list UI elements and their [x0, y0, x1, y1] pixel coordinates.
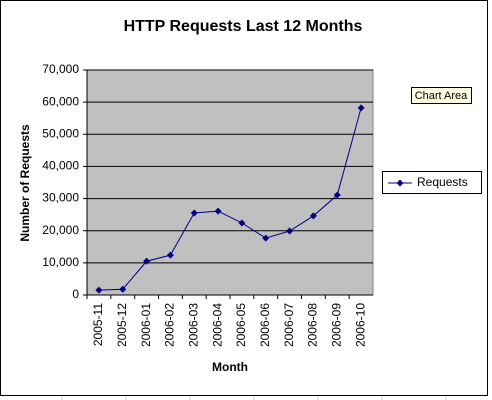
y-tick-label: 30,000: [42, 191, 79, 205]
y-tick-label: 40,000: [42, 159, 79, 173]
x-tick-label: 2006-01: [139, 303, 153, 347]
y-tick-label: 50,000: [42, 126, 79, 140]
series-line: [98, 107, 362, 291]
x-tick-label: 2006-07: [282, 303, 296, 347]
plot-area: [86, 69, 374, 296]
x-axis-title: Month: [212, 360, 248, 374]
tooltip-box: [411, 87, 472, 104]
x-tick-label: 2006-06: [258, 303, 272, 347]
y-axis-title: Number of Requests: [18, 124, 32, 242]
x-tick-label: 2006-08: [306, 303, 320, 347]
x-tick-label: 2006-05: [234, 303, 248, 347]
data-point: [190, 209, 198, 217]
sheet-grid: [61, 396, 447, 400]
x-tick-label: 2005-12: [115, 303, 129, 347]
y-tick-label: 70,000: [42, 62, 79, 76]
y-tick-label: 10,000: [42, 255, 79, 269]
x-tick-label: 2005-11: [91, 303, 105, 346]
data-point: [286, 227, 294, 235]
data-point: [333, 191, 341, 199]
chart-title: HTTP Requests Last 12 Months: [124, 18, 363, 35]
data-point: [238, 219, 246, 227]
legend: Requests: [382, 171, 482, 194]
legend-box: [382, 171, 482, 194]
legend-marker: [396, 179, 404, 187]
x-tick-label: 2006-09: [329, 303, 343, 347]
y-tick-label: 20,000: [42, 223, 79, 237]
x-tick-label: 2006-02: [163, 303, 177, 347]
data-point: [309, 212, 317, 220]
data-point: [214, 207, 222, 215]
data-point: [357, 104, 365, 112]
data-point: [119, 285, 127, 293]
tooltip-text: Chart Area: [415, 90, 468, 102]
data-point: [143, 257, 151, 265]
y-tick-label: 60,000: [42, 94, 79, 108]
legend-label: Requests: [417, 175, 468, 189]
x-tick-label: 2006-10: [353, 303, 367, 347]
data-point: [166, 251, 174, 259]
data-point: [95, 286, 103, 294]
tooltip: Chart Area: [411, 87, 472, 104]
x-tick-label: 2006-03: [186, 303, 200, 347]
data-point: [262, 234, 270, 242]
x-tick-label: 2006-04: [210, 303, 224, 347]
y-tick-label: 0: [72, 287, 79, 301]
